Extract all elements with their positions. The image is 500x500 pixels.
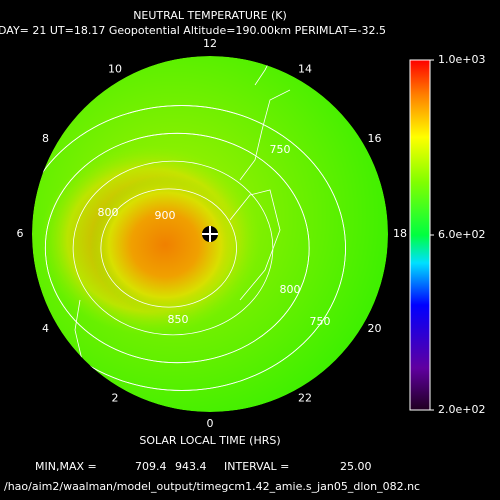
chart-subtitle: DAY= 21 UT=18.17 Geopotential Altitude=1…	[0, 24, 386, 37]
file-path: /hao/aim2/waalman/model_output/timegcm1.…	[4, 480, 420, 493]
hour-tick-label: 16	[368, 132, 382, 145]
field-hot	[90, 175, 240, 315]
contour-line	[44, 132, 310, 364]
contour-line	[100, 188, 237, 308]
hour-tick-label: 4	[42, 322, 49, 335]
min-value: 709.4	[135, 460, 167, 473]
hour-tick-label: 6	[17, 227, 24, 240]
contour-label: 800	[280, 283, 301, 296]
colorbar-tick-label: 6.0e+02	[438, 228, 485, 241]
hour-tick-label: 20	[368, 322, 382, 335]
location-marker	[202, 226, 218, 242]
colorbar	[409, 59, 431, 411]
min-max-label: MIN,MAX =	[35, 460, 97, 473]
contour-line	[32, 105, 346, 391]
max-value: 943.4	[175, 460, 207, 473]
contour-line	[72, 160, 274, 336]
chart-title: NEUTRAL TEMPERATURE (K)	[133, 9, 287, 22]
colorbar-tick-label: 2.0e+02	[438, 403, 485, 416]
colorbar-tick-label: 1.0e+03	[438, 53, 485, 66]
hour-tick-label: 14	[298, 62, 312, 75]
interval-label: INTERVAL =	[224, 460, 289, 473]
contour-label: 900	[155, 209, 176, 222]
interval-value: 25.00	[340, 460, 372, 473]
hour-tick-label: 10	[108, 62, 122, 75]
hour-tick-label: 12	[203, 37, 217, 50]
contour-label: 850	[168, 313, 189, 326]
x-axis-label: SOLAR LOCAL TIME (HRS)	[139, 434, 280, 447]
contour-label: 750	[270, 143, 291, 156]
hour-tick-label: 2	[112, 392, 119, 405]
hour-tick-label: 0	[207, 417, 214, 430]
hour-tick-label: 22	[298, 392, 312, 405]
hour-tick-label: 18	[393, 227, 407, 240]
contour-label: 800	[98, 206, 119, 219]
coastline	[74, 59, 291, 361]
contour-label: 750	[310, 315, 331, 328]
hour-tick-label: 8	[42, 132, 49, 145]
